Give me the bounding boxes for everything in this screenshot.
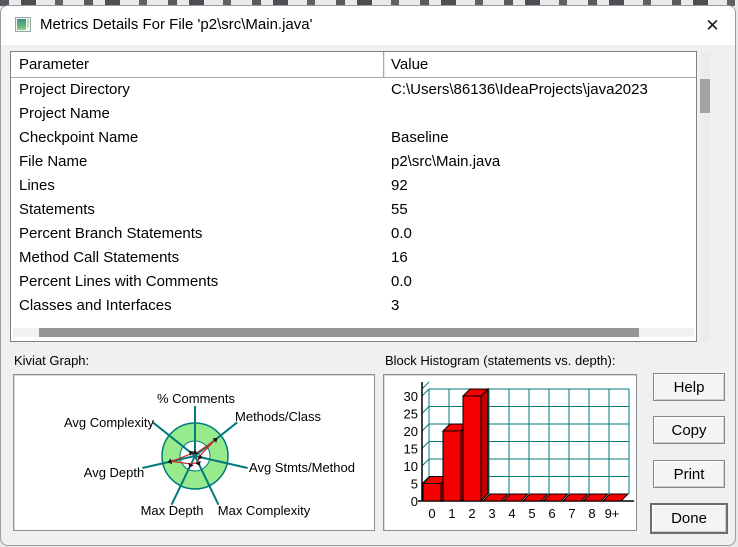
- kiviat-axis-label: Avg Complexity: [63, 415, 155, 430]
- x-tick-label: 7: [568, 506, 575, 521]
- x-tick-label: 3: [488, 506, 495, 521]
- vertical-scrollbar-thumb[interactable]: [700, 79, 710, 113]
- kiviat-axis-label: Max Depth: [140, 503, 204, 518]
- x-tick-label: 1: [448, 506, 455, 521]
- kiviat-chart-svg: [142, 406, 248, 506]
- parameter-cell: Project Directory: [19, 81, 130, 98]
- kiviat-axis-label: Avg Depth: [83, 465, 145, 480]
- y-tick-label: 5: [411, 477, 418, 492]
- bar-side-face: [480, 387, 489, 503]
- y-tick-label: 10: [404, 459, 418, 474]
- parameter-cell: Statements: [19, 201, 95, 218]
- done-button[interactable]: Done: [650, 503, 728, 534]
- bar-zero-floor: [601, 493, 630, 502]
- y-tick-label: 25: [404, 407, 418, 422]
- value-cell: p2\src\Main.java: [391, 153, 501, 170]
- x-tick-label: 5: [528, 506, 535, 521]
- kiviat-data-marker: [198, 454, 203, 460]
- value-cell: 16: [391, 249, 408, 266]
- x-tick-label: 2: [468, 506, 475, 521]
- bar-front-face: [462, 395, 482, 502]
- y-tick-label: 15: [404, 442, 418, 457]
- block-histogram-panel: 0 5 10 15 20 25 30 0 1 2 3 4 5 6 7 8 9+: [383, 374, 637, 531]
- table-row[interactable]: Classes and Interfaces 3: [11, 294, 696, 318]
- value-cell: 0.0: [391, 225, 412, 242]
- parameter-cell: File Name: [19, 153, 88, 170]
- kiviat-axis-label: Max Complexity: [217, 503, 311, 518]
- x-tick-label: 4: [508, 506, 515, 521]
- parameter-cell: Percent Branch Statements: [19, 225, 203, 242]
- bar-zero-floor: [521, 493, 550, 502]
- x-tick-label: 8: [588, 506, 595, 521]
- bar-zero-floor: [541, 493, 570, 502]
- kiviat-axis-label: % Comments: [156, 391, 236, 406]
- value-cell: Baseline: [391, 129, 449, 146]
- copy-button[interactable]: Copy: [653, 416, 725, 444]
- window-title: Metrics Details For File 'p2\src\Main.ja…: [40, 16, 313, 33]
- table-row[interactable]: Percent Lines with Comments 0.0: [11, 270, 696, 294]
- parameter-cell: Project Name: [19, 105, 110, 122]
- y-tick-label: 30: [404, 389, 418, 404]
- vertical-scrollbar[interactable]: [700, 51, 710, 342]
- value-cell: 92: [391, 177, 408, 194]
- parameter-cell: Percent Lines with Comments: [19, 273, 219, 290]
- column-header-parameter[interactable]: Parameter: [19, 56, 90, 73]
- print-button[interactable]: Print: [653, 460, 725, 488]
- metrics-details-dialog: Metrics Details For File 'p2\src\Main.ja…: [0, 5, 736, 546]
- horizontal-scrollbar-thumb[interactable]: [39, 328, 639, 337]
- block-histogram-label: Block Histogram (statements vs. depth):: [385, 353, 616, 368]
- value-cell: [391, 102, 694, 126]
- value-cell: C:\Users\86136\IdeaProjects\java2023: [391, 81, 648, 98]
- parameter-cell: Lines: [19, 177, 55, 194]
- table-row[interactable]: Method Call Statements 16: [11, 246, 696, 270]
- kiviat-data-marker: [167, 458, 173, 465]
- background-window-fragment: [0, 0, 738, 6]
- horizontal-scrollbar[interactable]: [13, 328, 694, 337]
- close-icon[interactable]: ✕: [705, 15, 720, 35]
- kiviat-axis-label: Avg Stmts/Method: [249, 460, 355, 475]
- kiviat-data-marker: [212, 438, 218, 443]
- table-row[interactable]: Checkpoint Name Baseline: [11, 126, 696, 150]
- kiviat-data-marker: [188, 462, 194, 468]
- x-tick-label: 6: [548, 506, 555, 521]
- y-tick-label: 0: [411, 494, 418, 509]
- value-cell: 55: [391, 201, 408, 218]
- table-row[interactable]: Percent Branch Statements 0.0: [11, 222, 696, 246]
- bar-zero-floor: [501, 493, 530, 502]
- table-header: Parameter Value: [11, 52, 696, 78]
- bar-zero-floor: [581, 493, 610, 502]
- bar-front-face: [442, 430, 462, 502]
- table-row[interactable]: File Name p2\src\Main.java: [11, 150, 696, 174]
- titlebar: Metrics Details For File 'p2\src\Main.ja…: [1, 6, 735, 45]
- table-body: Project Directory C:\Users\86136\IdeaProj…: [11, 78, 696, 318]
- bar-zero-floor: [561, 493, 590, 502]
- kiviat-graph-label: Kiviat Graph:: [14, 353, 90, 368]
- kiviat-data-marker: [195, 460, 201, 466]
- column-header-value[interactable]: Value: [383, 52, 696, 77]
- app-icon: [15, 17, 31, 32]
- bar-zero-floor: [481, 493, 510, 502]
- kiviat-graph-panel: % Comments Methods/Class Avg Stmts/Method M…: [13, 374, 375, 531]
- value-cell: 3: [391, 297, 400, 314]
- table-row[interactable]: Statements 55: [11, 198, 696, 222]
- x-tick-label: 9+: [605, 506, 620, 521]
- value-cell: 0.0: [391, 273, 412, 290]
- table-row[interactable]: Lines 92: [11, 174, 696, 198]
- help-button[interactable]: Help: [653, 373, 725, 401]
- table-row[interactable]: Project Name: [11, 102, 696, 126]
- kiviat-axis-label: Methods/Class: [235, 409, 321, 424]
- kiviat-data-marker: [192, 450, 198, 454]
- x-tick-label: 0: [428, 506, 435, 521]
- parameter-cell: Method Call Statements: [19, 249, 180, 266]
- metrics-table: Parameter Value Project Directory C:\User…: [10, 51, 697, 342]
- parameter-cell: Classes and Interfaces: [19, 297, 172, 314]
- y-tick-label: 20: [404, 424, 418, 439]
- parameter-cell: Checkpoint Name: [19, 129, 139, 146]
- bar-front-face: [422, 483, 442, 502]
- table-row[interactable]: Project Directory C:\Users\86136\IdeaProj…: [11, 78, 696, 102]
- kiviat-data-marker: [188, 451, 194, 456]
